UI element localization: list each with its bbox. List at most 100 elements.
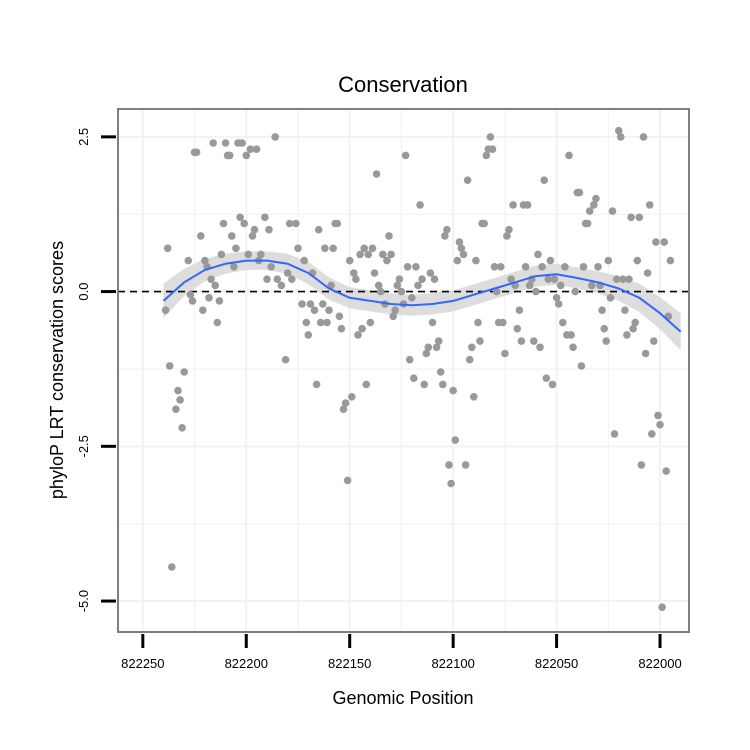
x-tick-label: 822250 [121,656,164,671]
data-point [362,380,371,389]
data-point [354,331,362,339]
grid [118,109,689,632]
data-point [188,297,197,305]
data-point [410,374,418,383]
data-point [492,287,501,296]
data-point [323,318,331,327]
data-point [457,244,466,253]
data-point [236,213,244,222]
x-tick-label: 822100 [431,656,474,671]
data-point [472,256,480,265]
data-point [424,343,433,352]
data-point [627,213,635,222]
data-point [652,238,660,246]
data-point [261,213,269,222]
data-point [304,331,313,339]
data-point [509,201,517,209]
data-point [505,225,513,234]
data-point [501,349,509,358]
data-point [393,281,402,290]
data-point [263,275,271,284]
data-point [408,294,416,302]
data-point [445,461,453,469]
data-point [292,219,300,228]
data-point [606,294,615,302]
data-point [391,306,400,315]
data-point [418,275,426,284]
data-point [451,436,460,444]
data-point [658,603,666,611]
data-point [345,256,354,265]
data-point [616,133,625,141]
data-point [283,269,292,277]
data-point [358,324,366,333]
x-tick-label: 822050 [535,656,578,671]
data-point [356,250,364,259]
data-point [571,287,579,296]
data-point [441,232,449,240]
data-point [348,393,356,401]
data-point [217,250,226,259]
data-point [434,337,443,345]
data-point [370,269,379,277]
data-point [199,306,207,315]
data-point [468,343,476,352]
data-point [610,430,619,438]
data-point [219,219,228,228]
data-point [368,244,377,253]
data-point [459,250,468,259]
data-point [637,461,646,469]
data-point [530,337,538,345]
data-point [252,145,261,153]
data-point [168,563,176,571]
data-point [180,368,188,376]
data-point [536,343,544,352]
data-point [534,250,542,259]
data-point [385,232,393,240]
data-point [205,294,213,302]
data-point [567,331,575,339]
data-point [161,306,170,315]
data-point [583,219,592,228]
data-point [496,263,505,271]
data-point [548,380,557,389]
x-tick-label: 822000 [638,656,681,671]
data-point [635,213,644,222]
data-point [523,201,532,209]
data-point [426,269,435,277]
data-point [302,318,311,327]
x-axis-title: Genomic Position [332,688,473,708]
data-point [172,405,180,414]
data-point [215,297,224,305]
data-point [257,250,265,259]
data-point [521,263,530,271]
data-point [461,461,470,469]
data-point [507,275,515,284]
data-point [228,232,236,240]
data-point [550,275,559,284]
data-point [298,300,306,308]
data-point [443,225,451,234]
data-point [428,318,437,327]
data-point [422,349,431,358]
data-point [230,263,238,271]
data-point [273,275,282,284]
data-point [629,324,637,333]
data-point [329,244,338,253]
data-point [641,349,650,358]
data-point [499,318,507,327]
y-tick-label: -2.5 [76,435,91,457]
data-point [412,263,420,271]
data-point [310,306,319,315]
data-point [360,244,369,253]
data-point [325,306,333,315]
data-point [517,337,526,345]
data-point [588,281,596,290]
data-point [569,343,577,352]
data-point [577,362,586,370]
data-point [221,139,230,147]
data-point [201,256,209,265]
data-point [165,362,174,370]
data-point [211,281,219,290]
data-point [525,281,534,290]
